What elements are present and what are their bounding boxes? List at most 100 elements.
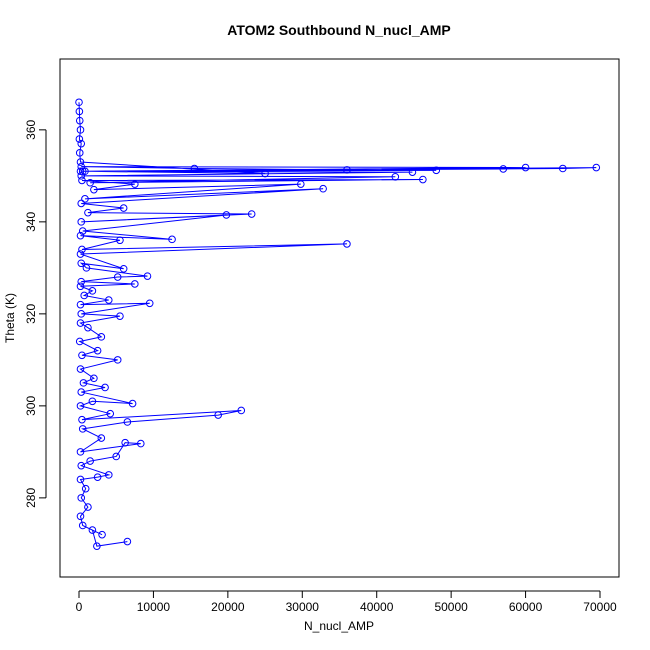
point — [77, 218, 86, 226]
point — [76, 512, 85, 521]
point — [77, 277, 86, 286]
point — [408, 168, 417, 176]
point — [222, 211, 231, 219]
point — [77, 259, 86, 268]
point — [93, 346, 102, 355]
point — [93, 542, 101, 550]
point — [78, 176, 86, 185]
x-tick-label: 50000 — [434, 600, 468, 614]
y-tick-label: 320 — [24, 304, 38, 324]
point — [119, 204, 128, 212]
point — [84, 208, 92, 217]
point — [88, 287, 97, 295]
point — [214, 411, 222, 419]
point — [86, 457, 94, 465]
x-tick-label: 70000 — [583, 600, 617, 614]
point — [77, 310, 86, 318]
point — [86, 178, 94, 187]
y-tick-label: 360 — [24, 120, 38, 140]
point — [88, 397, 97, 406]
point — [77, 388, 86, 396]
point — [93, 473, 102, 481]
point — [592, 163, 601, 172]
point — [81, 167, 89, 176]
point — [84, 323, 92, 332]
point — [77, 199, 86, 208]
point — [78, 425, 87, 433]
point — [131, 180, 139, 188]
point — [76, 475, 85, 484]
point — [123, 537, 132, 546]
point — [75, 107, 84, 116]
x-tick-label: 20000 — [211, 600, 245, 614]
point — [261, 169, 269, 178]
point — [106, 409, 115, 418]
point — [190, 164, 199, 173]
point — [76, 250, 85, 258]
point — [104, 296, 113, 304]
point — [76, 402, 85, 410]
point — [247, 210, 256, 218]
point — [521, 163, 530, 172]
point — [77, 494, 86, 502]
point — [75, 149, 84, 157]
point — [432, 166, 441, 175]
point — [76, 319, 85, 327]
point — [131, 280, 139, 288]
point — [558, 164, 567, 173]
point — [84, 503, 92, 511]
point — [237, 406, 246, 415]
point — [145, 299, 154, 308]
point — [97, 333, 106, 341]
point — [77, 139, 86, 148]
series-line — [78, 102, 597, 547]
y-tick-label: 300 — [24, 396, 38, 416]
point — [113, 273, 122, 281]
point — [104, 471, 113, 479]
point — [78, 415, 86, 424]
point — [113, 356, 122, 364]
x-tick-label: 10000 — [137, 600, 171, 614]
point — [119, 264, 128, 273]
point — [78, 351, 86, 360]
point — [98, 530, 106, 539]
point — [319, 184, 327, 193]
point — [88, 526, 97, 534]
point — [76, 300, 85, 309]
x-axis-label: N_nucl_AMP — [304, 619, 374, 633]
plot-box — [59, 58, 620, 578]
point — [77, 172, 86, 180]
point — [82, 264, 91, 272]
point — [80, 291, 89, 300]
point — [77, 162, 86, 171]
point — [116, 312, 124, 320]
y-axis-label: Theta (K) — [3, 293, 17, 343]
point — [76, 365, 85, 373]
point — [97, 434, 106, 442]
y-tick-label: 340 — [24, 212, 38, 232]
y-tick-label: 280 — [24, 488, 38, 508]
point — [76, 448, 85, 456]
point — [419, 175, 427, 184]
x-tick-label: 60000 — [509, 600, 543, 614]
point — [75, 116, 84, 125]
point — [75, 98, 83, 107]
point — [76, 231, 85, 240]
point — [76, 126, 85, 134]
point — [78, 521, 87, 530]
point — [136, 439, 145, 448]
point — [75, 337, 84, 346]
point — [76, 282, 85, 291]
point — [343, 240, 351, 248]
point — [128, 399, 137, 408]
point — [81, 195, 89, 203]
point — [78, 167, 87, 176]
point — [90, 374, 98, 383]
x-tick-label: 30000 — [286, 600, 320, 614]
point — [77, 461, 86, 470]
point — [121, 438, 129, 447]
point — [112, 452, 121, 461]
point — [391, 172, 400, 181]
